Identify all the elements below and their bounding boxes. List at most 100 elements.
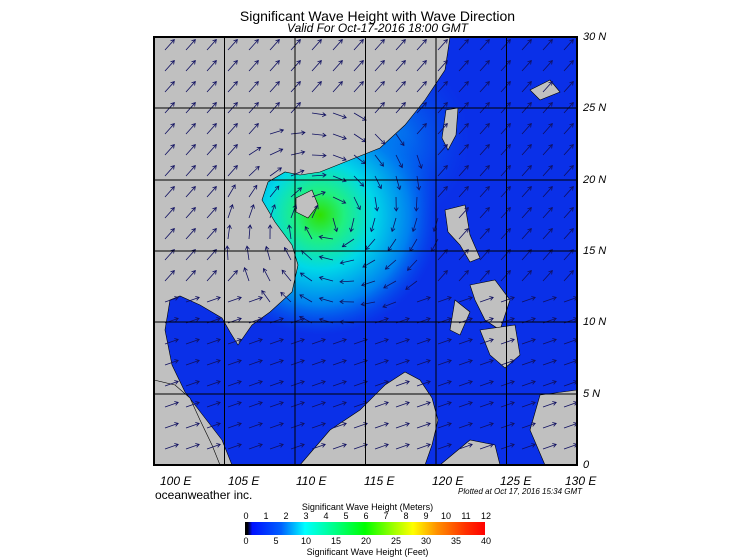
wave-arrow xyxy=(458,269,469,282)
lat-label: 10 N xyxy=(583,316,607,328)
wave-arrow xyxy=(416,59,427,72)
wave-arrow xyxy=(521,185,532,198)
wave-arrow xyxy=(248,38,259,51)
wave-arrow xyxy=(227,59,238,72)
wave-arrow xyxy=(360,301,376,307)
wave-arrow xyxy=(206,296,221,303)
wave-arrow xyxy=(311,153,327,158)
wave-arrow xyxy=(318,296,334,303)
wave-arrow xyxy=(521,401,536,408)
lon-label: 130 E xyxy=(565,474,597,488)
wave-arrow xyxy=(248,422,263,429)
wave-arrow xyxy=(332,80,343,93)
borneo xyxy=(299,371,439,465)
wave-arrow xyxy=(521,227,532,240)
wave-arrow xyxy=(248,338,263,345)
wave-arrow xyxy=(458,122,469,135)
feet-tick: 10 xyxy=(300,536,311,546)
wave-arrow xyxy=(290,380,305,387)
wave-arrow xyxy=(206,443,221,450)
wave-arrow xyxy=(542,122,553,135)
wave-arrow xyxy=(227,422,242,429)
wave-arrow xyxy=(267,224,273,240)
wave-arrow xyxy=(542,380,557,387)
wave-arrow xyxy=(479,164,490,177)
wave-arrow xyxy=(406,259,418,271)
wave-arrow xyxy=(542,185,553,198)
meter-tick: 10 xyxy=(440,511,451,521)
wave-arrow xyxy=(382,301,397,309)
wave-arrow xyxy=(500,401,515,408)
wave-arrow xyxy=(248,122,259,135)
wave-arrow xyxy=(395,133,405,147)
wave-arrow xyxy=(458,359,473,366)
lon-label: 110 E xyxy=(296,474,327,488)
wave-arrow xyxy=(393,196,399,212)
wave-arrow xyxy=(416,175,422,191)
wave-arrow xyxy=(563,38,574,51)
wave-arrow xyxy=(500,164,511,177)
wave-arrow xyxy=(248,296,263,303)
wave-arrow xyxy=(500,422,515,429)
wave-direction-arrows xyxy=(164,38,577,450)
wave-arrow xyxy=(311,80,322,93)
wave-arrow xyxy=(269,338,284,345)
wave-arrow xyxy=(395,401,410,408)
wave-arrow xyxy=(227,296,242,303)
wave-arrow xyxy=(353,80,364,93)
wave-arrow xyxy=(311,359,326,366)
colorbar-title-feet: Significant Wave Height (Feet) xyxy=(306,547,429,557)
wave-arrow xyxy=(269,359,284,366)
wave-arrow xyxy=(269,185,280,198)
lon-label: 125 E xyxy=(500,474,532,488)
wave-arrow xyxy=(227,401,242,408)
wave-arrow xyxy=(332,217,339,233)
wave-arrow xyxy=(164,59,175,72)
wave-arrow xyxy=(290,443,305,450)
wave-arrow xyxy=(416,38,427,51)
wave-arrow xyxy=(164,338,179,345)
feet-tick: 25 xyxy=(390,536,401,546)
wave-arrow xyxy=(290,169,305,177)
wave-arrow xyxy=(269,148,284,156)
wave-arrow xyxy=(227,80,238,93)
wave-arrow xyxy=(341,238,355,248)
wave-arrow xyxy=(413,196,419,212)
wave-arrow xyxy=(437,185,448,198)
feet-tick: 40 xyxy=(480,536,491,546)
wave-arrow xyxy=(269,401,284,408)
wave-arrow xyxy=(248,165,260,177)
wave-arrow xyxy=(563,443,577,450)
wave-arrow xyxy=(416,122,427,135)
wave-arrow xyxy=(318,234,334,240)
wave-arrow xyxy=(185,164,196,177)
wave-arrow xyxy=(458,338,473,345)
wave-arrow xyxy=(269,380,284,387)
wave-arrow xyxy=(500,80,511,93)
wave-arrow xyxy=(563,80,574,93)
meter-tick: 8 xyxy=(403,511,409,521)
wave-arrow xyxy=(563,296,577,303)
wave-arrow xyxy=(290,359,305,366)
wave-arrow xyxy=(521,59,532,72)
lat-label: 25 N xyxy=(583,102,607,114)
wave-arrow xyxy=(437,143,448,156)
lon-label: 105 E xyxy=(228,474,260,488)
wave-arrow xyxy=(542,227,553,240)
wave-arrow xyxy=(206,164,217,177)
wave-arrow xyxy=(185,359,200,366)
wave-arrow xyxy=(479,296,494,303)
wave-arrow xyxy=(164,269,175,282)
wave-arrow xyxy=(563,143,574,156)
wave-arrow xyxy=(304,226,313,240)
wave-arrow xyxy=(206,185,217,198)
wave-arrow xyxy=(479,185,490,198)
wave-arrow xyxy=(353,38,364,51)
wave-arrow xyxy=(269,80,280,93)
wave-arrow xyxy=(290,59,301,72)
wave-arrow xyxy=(437,401,452,408)
wave-arrow xyxy=(437,443,452,450)
wave-arrow xyxy=(500,296,515,303)
wave-arrow xyxy=(164,38,175,51)
wave-arrow xyxy=(290,422,305,429)
